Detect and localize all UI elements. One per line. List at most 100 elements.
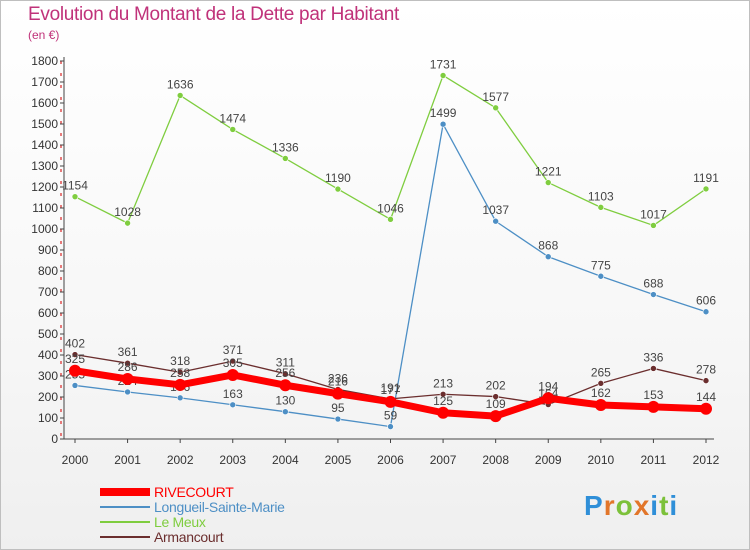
- chart-subtitle: (en €): [28, 28, 60, 42]
- y-tick-label: 1200: [31, 180, 58, 194]
- x-tick-label: 2008: [482, 453, 509, 467]
- data-label: 1221: [535, 165, 562, 179]
- data-label: 1103: [588, 189, 614, 203]
- data-label: 336: [643, 350, 663, 364]
- data-point: [176, 92, 184, 99]
- data-point: [702, 377, 710, 384]
- data-point: [597, 204, 605, 211]
- legend-label: Longueil-Sainte-Marie: [154, 498, 285, 515]
- data-point: [69, 364, 81, 377]
- data-point: [282, 370, 289, 377]
- data-label: 59: [384, 409, 398, 423]
- data-point: [650, 365, 657, 372]
- data-point: [650, 222, 657, 229]
- proxiti-logo: Proxiti: [584, 490, 678, 522]
- legend-swatch: [100, 505, 150, 508]
- data-label: 1636: [167, 77, 194, 91]
- data-label: 1190: [325, 171, 351, 185]
- data-label: 162: [591, 386, 611, 400]
- logo-letter: o: [615, 490, 634, 521]
- legend-label: RIVECOURT: [154, 483, 234, 500]
- logo-letter: i: [669, 490, 679, 521]
- data-label: 775: [591, 258, 611, 272]
- x-tick-label: 2001: [114, 453, 141, 467]
- data-label: 1017: [640, 207, 667, 221]
- data-label: 868: [538, 239, 558, 253]
- legend-item: Armancourt: [100, 528, 285, 545]
- data-point: [384, 395, 397, 408]
- x-tick-label: 2002: [167, 453, 194, 467]
- data-label: 144: [696, 390, 716, 404]
- logo-letter: t: [659, 490, 670, 521]
- x-tick-label: 2011: [641, 453, 667, 467]
- data-label: 1191: [693, 171, 719, 185]
- y-tick-label: 1000: [31, 222, 58, 236]
- data-point: [597, 272, 605, 280]
- data-label: 265: [591, 365, 611, 379]
- data-point: [650, 291, 657, 298]
- y-tick-label: 100: [38, 411, 58, 425]
- data-point: [229, 401, 237, 409]
- x-tick-label: 2010: [587, 453, 614, 467]
- data-point: [176, 368, 184, 376]
- legend-label: Armancourt: [154, 528, 224, 545]
- x-tick-label: 2009: [535, 453, 562, 467]
- x-tick-label: 2000: [62, 453, 89, 467]
- data-label: 361: [118, 345, 138, 359]
- data-point: [387, 216, 394, 223]
- legend-swatch: [100, 520, 150, 523]
- data-label: 177: [380, 383, 400, 397]
- data-point: [279, 379, 292, 392]
- y-tick-label: 1100: [32, 201, 58, 215]
- legend-label: Le Meux: [154, 513, 206, 530]
- data-point: [282, 155, 289, 162]
- data-label: 311: [276, 356, 295, 370]
- data-point: [282, 408, 289, 416]
- y-tick-label: 300: [38, 369, 58, 383]
- data-point: [647, 400, 660, 413]
- data-point: [594, 398, 607, 411]
- data-label: 1037: [482, 203, 509, 217]
- data-label: 258: [170, 366, 190, 380]
- data-point: [71, 382, 79, 389]
- data-label: 278: [696, 363, 716, 377]
- data-point: [544, 253, 552, 261]
- logo-letter: P: [584, 490, 604, 521]
- data-label: 125: [433, 394, 453, 408]
- data-label: 1474: [219, 111, 246, 125]
- data-point: [387, 423, 394, 430]
- data-point: [492, 104, 499, 112]
- data-point: [439, 120, 447, 128]
- data-point: [437, 406, 450, 419]
- data-label: 325: [65, 352, 85, 366]
- data-point: [702, 185, 710, 193]
- data-point: [124, 219, 131, 227]
- data-point: [331, 387, 344, 400]
- data-point: [124, 388, 131, 396]
- logo-letter: x: [633, 490, 651, 521]
- data-point: [124, 359, 131, 367]
- data-point: [334, 185, 342, 193]
- data-label: 286: [118, 360, 138, 374]
- y-tick-label: 1300: [31, 159, 58, 173]
- data-label: 202: [486, 379, 506, 393]
- data-label: 194: [538, 379, 558, 393]
- data-point: [489, 410, 502, 423]
- data-point: [229, 357, 237, 365]
- data-point: [542, 392, 555, 405]
- legend-item: Longueil-Sainte-Marie: [100, 498, 285, 515]
- y-tick-label: 1800: [31, 54, 58, 68]
- data-point: [229, 126, 237, 133]
- data-label: 688: [643, 277, 663, 291]
- data-point: [702, 308, 710, 316]
- y-tick-label: 1400: [31, 138, 58, 152]
- data-point: [71, 351, 79, 358]
- data-label: 1028: [114, 205, 141, 219]
- y-tick-label: 900: [38, 243, 58, 257]
- data-point: [174, 378, 187, 391]
- data-label: 606: [696, 294, 716, 308]
- y-tick-label: 600: [38, 306, 58, 320]
- data-point: [700, 402, 712, 415]
- x-tick-label: 2012: [693, 453, 720, 467]
